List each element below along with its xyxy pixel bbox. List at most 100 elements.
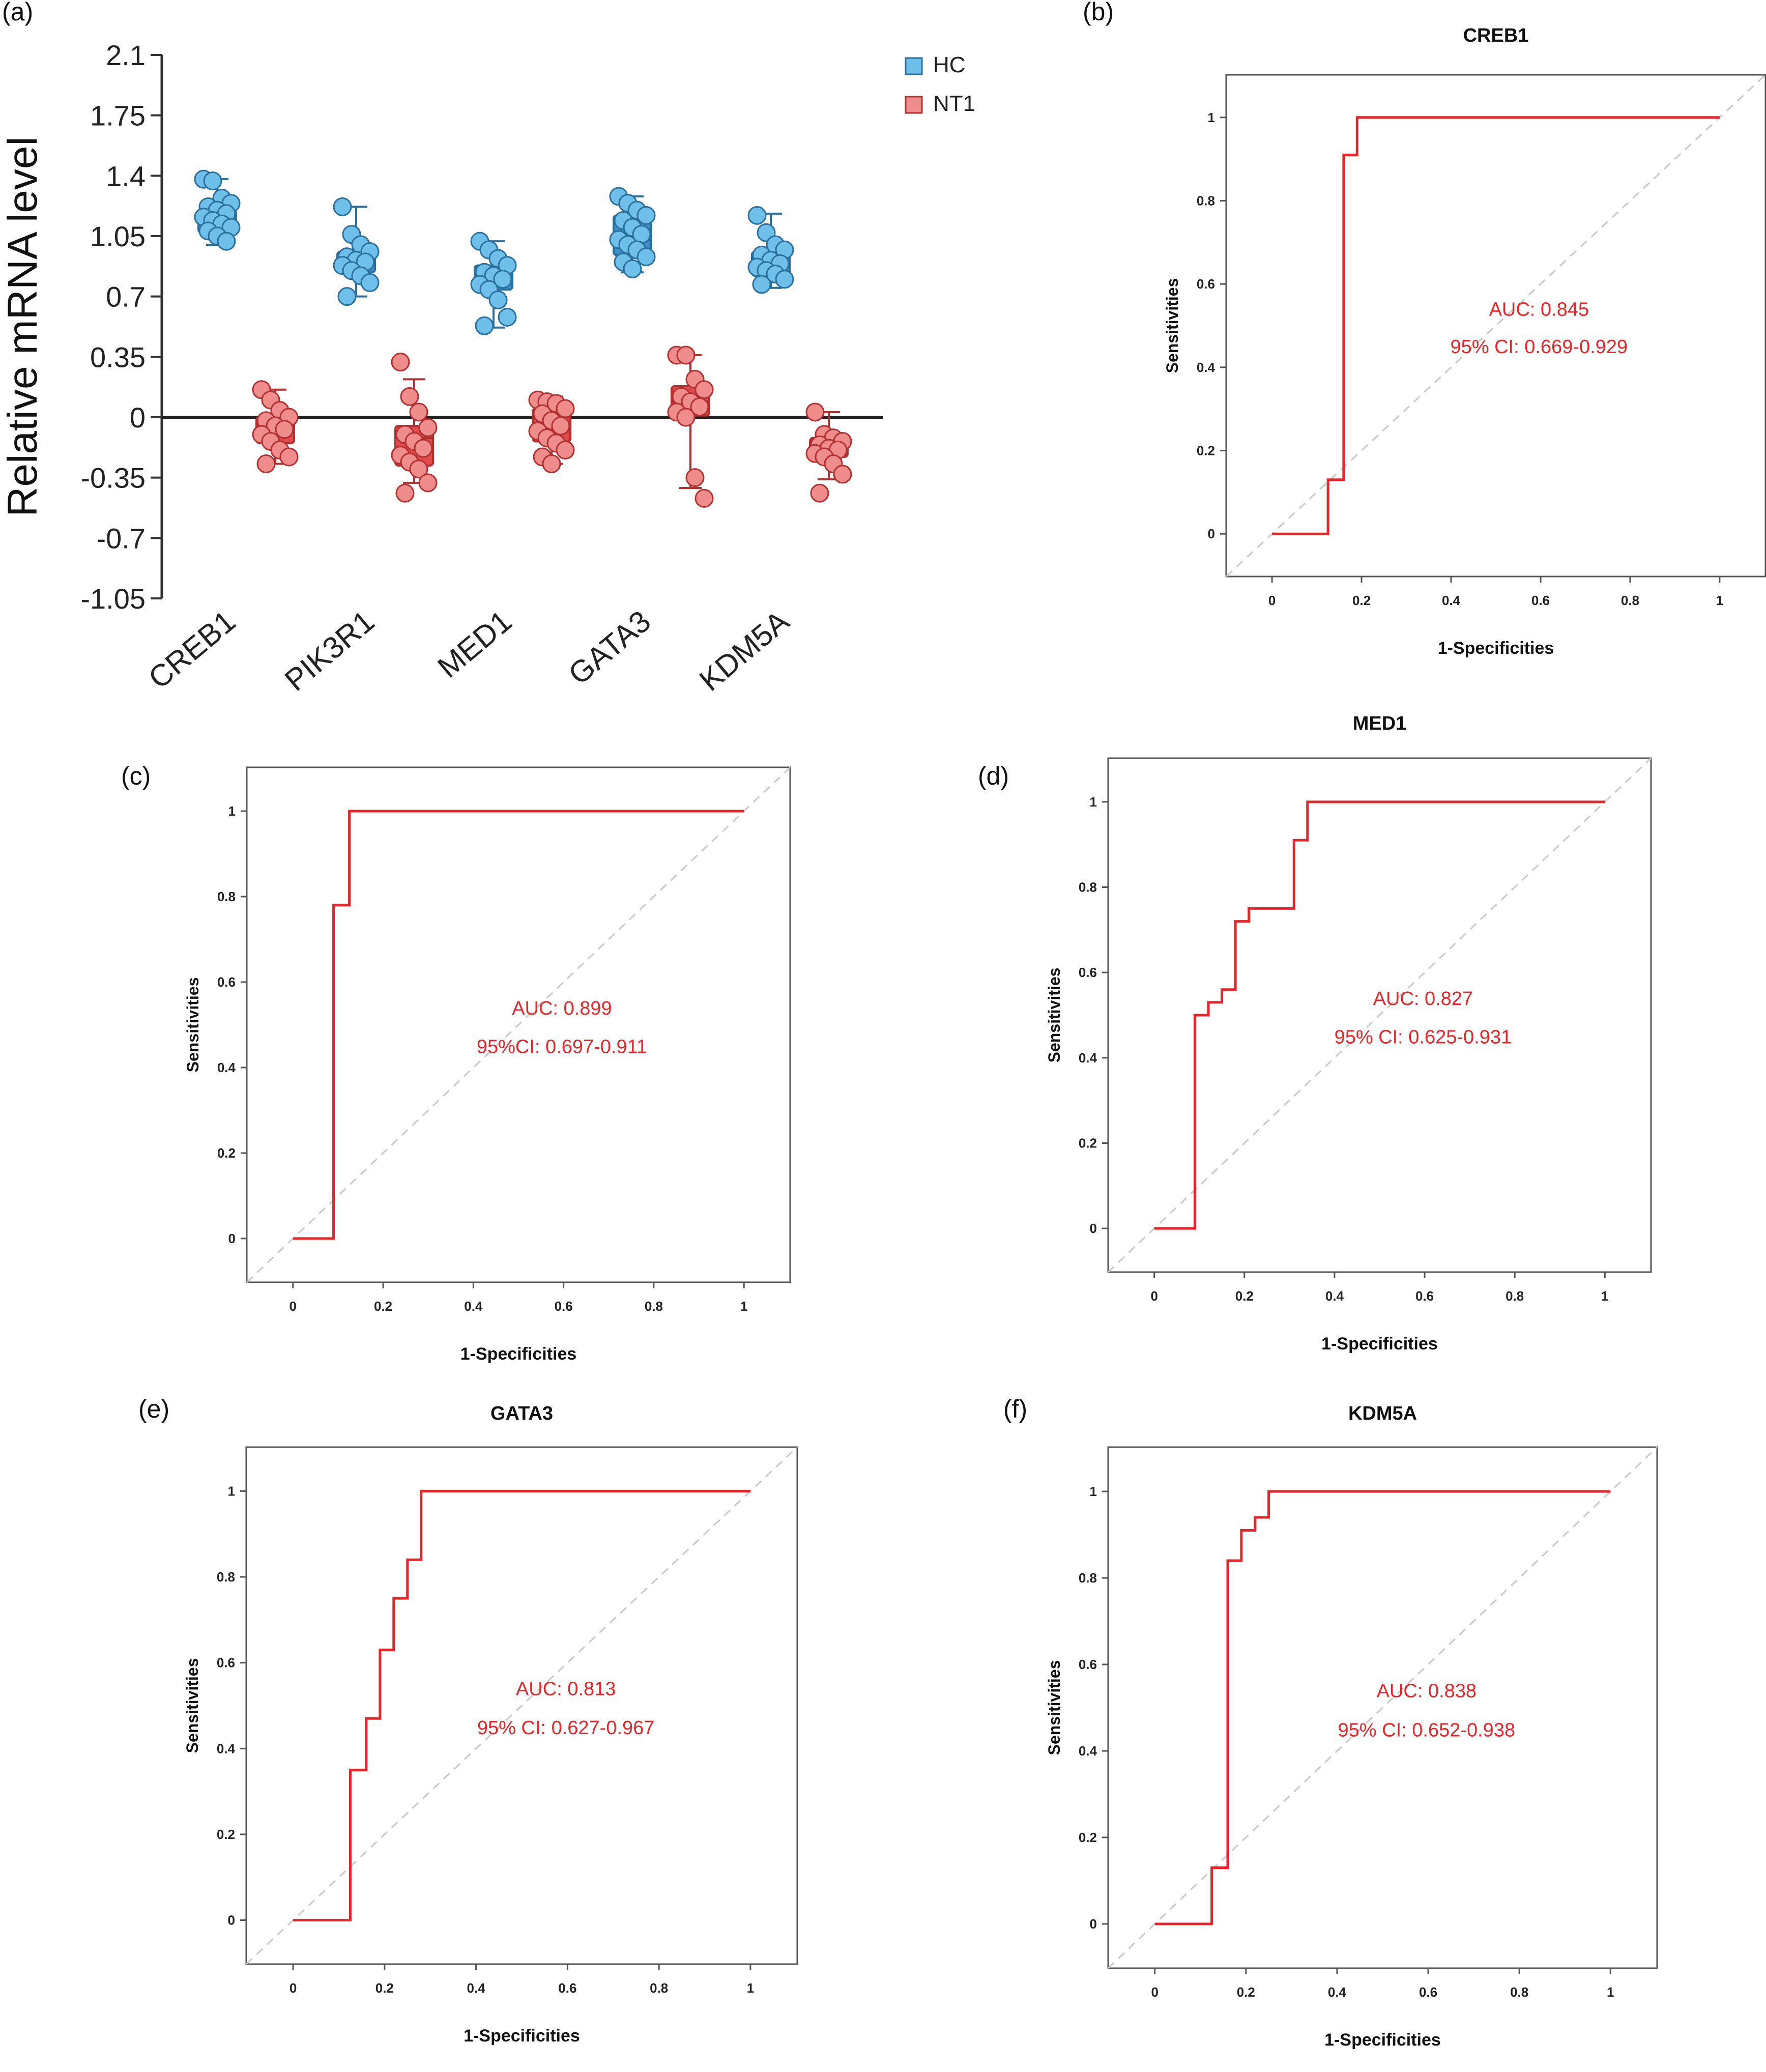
y-axis-label: Relative mRNA level [0,136,46,516]
hc-point [337,287,357,306]
hc-point [752,275,771,294]
hc-point [636,206,656,225]
panel-label-a: (a) [2,0,34,26]
roc-title: CREB1 [1463,25,1529,46]
y-tick-label: 0.2 [1197,443,1215,458]
y-tick-label: 0.2 [1079,1135,1097,1150]
hc-point [333,197,352,216]
nt1-point [833,465,852,484]
hc-point [775,270,794,289]
x-tick-label: 1 [1607,1984,1614,2000]
plot-frame [1225,74,1766,578]
auc-label: AUC: 0.813 [516,1679,616,1700]
panel-label-b: (b) [1083,0,1114,26]
roc-curve [1154,800,1605,1230]
x-tick-label: 0.2 [1237,1984,1255,2000]
x-category-label: CREB1 [142,604,242,696]
x-category-label: GATA3 [562,604,657,692]
ci-label: 95% CI: 0.652-0.938 [1338,1719,1516,1741]
nt1-point [690,397,709,417]
nt1-point [414,439,433,458]
x-axis-label: 1-Specificities [1324,2030,1441,2050]
x-tick-label: 0.6 [555,1299,573,1314]
x-tick-label: 0.8 [645,1299,663,1314]
nt1-point [391,353,410,372]
x-tick-label: 0 [1151,1984,1158,2000]
ci-label: 95% CI: 0.625-0.931 [1335,1027,1512,1048]
x-tick-label: 0.8 [1510,1984,1528,2000]
x-tick-label: 0.6 [1419,1984,1437,2000]
y-tick-label: 1.4 [106,160,146,192]
y-tick-label: 0 [228,1231,236,1246]
y-tick-label: 0.2 [217,1827,235,1842]
hc-point [475,316,494,335]
nt1-point [694,380,714,399]
nt1-point [676,408,696,427]
nt1-point [810,483,829,503]
y-tick-label: 0.8 [217,889,236,904]
panel-label-f: (f) [1003,1395,1028,1423]
nt1-point [409,402,428,422]
y-tick-label: 1.75 [90,100,146,132]
y-tick-label: 1 [228,803,236,819]
x-tick-label: 0.6 [558,1980,576,1996]
hc-point [217,232,236,251]
nt1-point [676,346,696,365]
box-plot-panel: 2.1 1.75 1.4 1.05 0.7 0.35 0 -0.35 -0.7 -1.05 Rela… [0,39,975,698]
plot-frame [246,766,791,1283]
roc-title: KDM5A [1348,1403,1417,1424]
nt1-point [556,440,575,459]
y-tick-label: 0 [1090,1916,1097,1932]
plot-frame [245,1446,798,1965]
x-tick-label: 0.6 [1415,1288,1434,1304]
roc-curve [293,810,744,1240]
hc-point [623,259,642,278]
auc-label: AUC: 0.838 [1377,1681,1477,1702]
y-tick-label: 0.6 [1079,965,1097,980]
x-axis-label: 1-Specificities [1321,1334,1438,1354]
roc-title: MED1 [1353,713,1407,734]
x-tick-label: 0.2 [1235,1288,1254,1304]
x-tick-label: 0.2 [1352,593,1371,608]
y-tick-label: 0.8 [1079,1570,1097,1586]
y-tick-label: 0.8 [1197,193,1215,208]
chance-diagonal [246,766,791,1283]
roc-curve [1154,1490,1611,1925]
y-tick-label: 0.6 [217,974,236,990]
hc-point [360,273,380,293]
chance-diagonal [1107,757,1652,1273]
hc-point [747,206,767,225]
y-tick-label: 0.7 [106,281,146,313]
y-tick-label: 0 [228,1913,235,1928]
panel-label-e: (e) [138,1395,170,1423]
plot-frame [1107,1446,1658,1969]
y-axis-label: Sensitivities [1045,968,1063,1063]
x-tick-label: 1 [1716,593,1723,608]
y-axis-label: Sensitivities [1045,1660,1063,1756]
y-tick-label: 0.4 [1079,1050,1097,1066]
x-tick-label: 0 [1268,593,1276,608]
legend-label-hc: HC [933,52,966,77]
roc-title: GATA3 [490,1403,553,1424]
y-tick-label: 2.1 [106,39,146,71]
roc-panel-kdm5a: KDM5A 0 0.2 0.4 0.6 0.8 1 0 0.2 0.4 0.6 0.8 1 1-Speci… [1045,1403,1658,2050]
y-tick-label: 0.4 [1079,1743,1097,1759]
x-tick-label: 0 [1150,1288,1157,1304]
nt1-point [551,416,570,436]
nt1-point [542,454,561,474]
roc-panel-med1: MED1 0 0.2 0.4 0.6 0.8 1 0 0.2 0.4 0.6 0.8 1 1-Specif… [1045,713,1652,1354]
y-tick-label: 1 [1090,1484,1097,1499]
x-tick-label: 0.6 [1531,593,1550,608]
x-category-label: MED1 [431,604,518,684]
roc-curve [1272,116,1720,535]
x-tick-label: 0.8 [650,1980,668,1996]
auc-label: AUC: 0.899 [512,998,612,1019]
x-tick-label: 1 [747,1980,754,1996]
nt1-point [685,468,705,487]
y-tick-label: 0 [130,401,146,434]
nt1-point [279,447,299,467]
roc-curve [293,1489,750,1922]
x-tick-label: 0.4 [1442,593,1461,608]
y-tick-label: 0.4 [1197,360,1215,375]
